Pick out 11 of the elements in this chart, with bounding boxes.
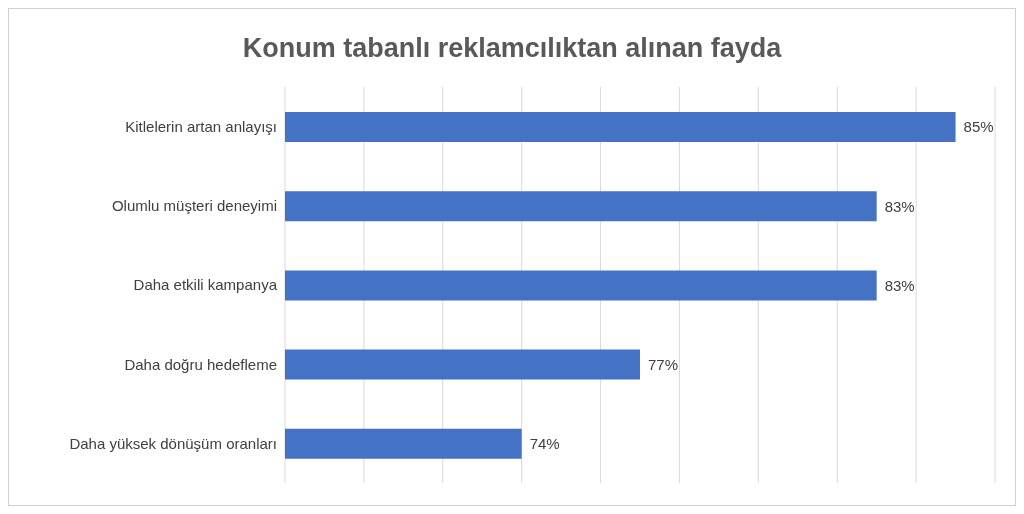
y-tick-label: Daha etkili kampanya bbox=[133, 276, 278, 294]
data-label: 83% bbox=[884, 276, 915, 294]
data-label: 83% bbox=[884, 197, 915, 215]
y-tick-label: Olumlu müşteri deneyimi bbox=[111, 197, 277, 215]
data-label: 85% bbox=[963, 118, 994, 136]
y-tick-label: Kitlelerin artan anlayışı bbox=[125, 117, 277, 135]
y-tick-label: Daha yüksek dönüşüm oranları bbox=[69, 434, 277, 452]
chart-title: Konum tabanlı reklamcılıktan alınan fayda bbox=[241, 33, 783, 65]
y-tick-label: Daha doğru hedefleme bbox=[124, 355, 277, 373]
data-label: 74% bbox=[529, 435, 560, 453]
data-label: 77% bbox=[648, 355, 679, 373]
